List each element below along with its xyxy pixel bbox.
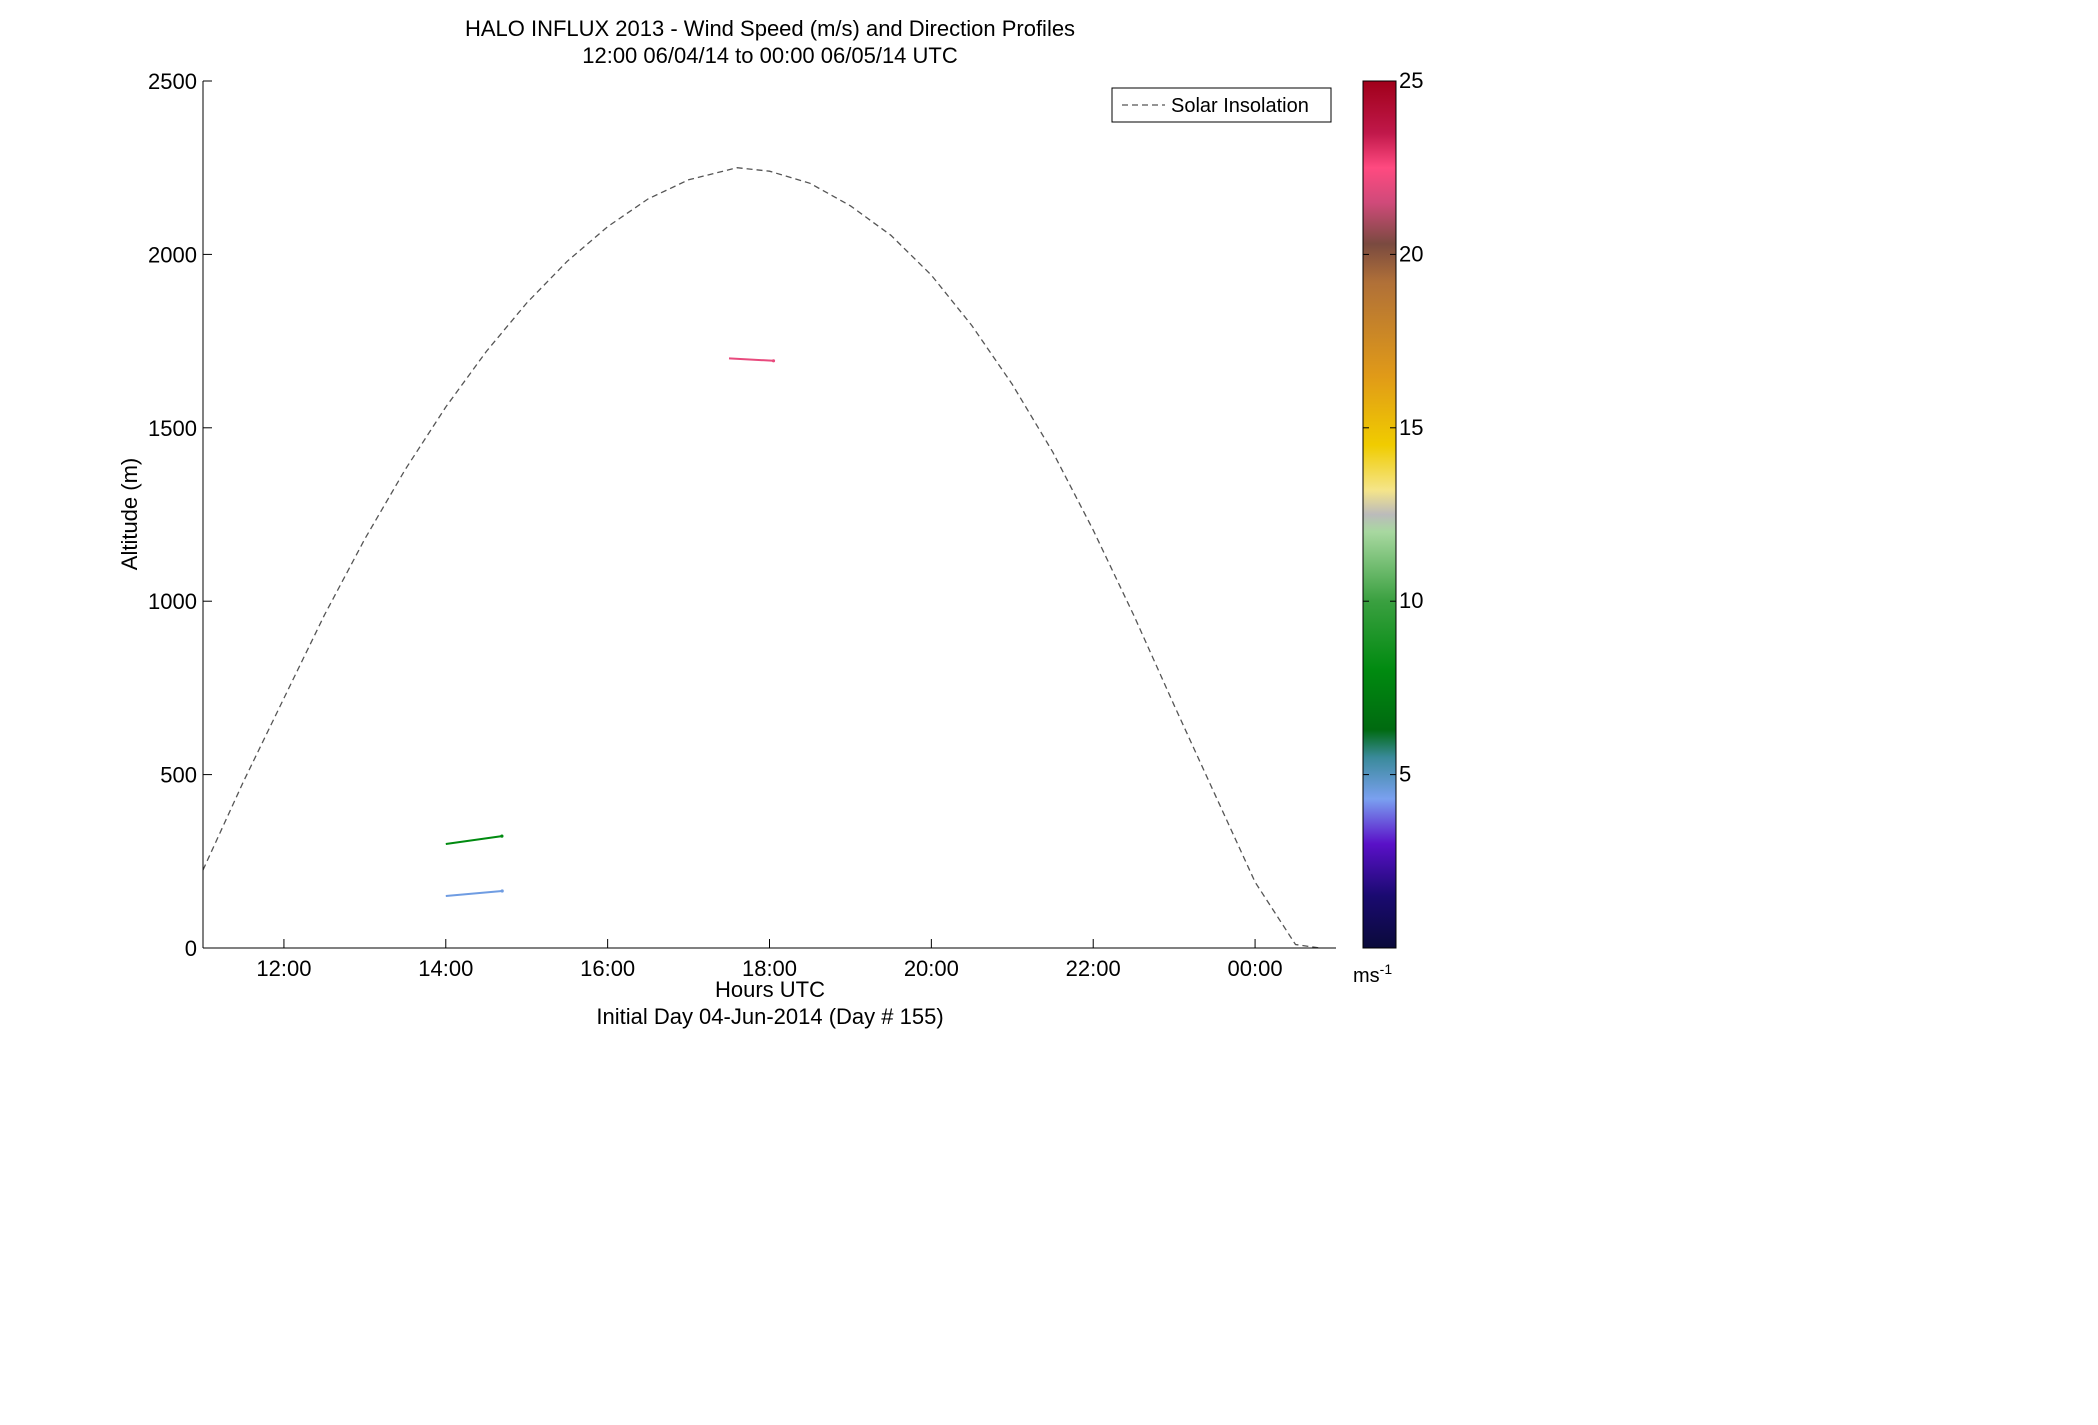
x-tick-label: 22:00 [1066, 956, 1121, 981]
plot-area [202, 81, 1336, 949]
colorbar: 5 10 15 20 25 ms-1 [1353, 68, 1423, 987]
chart-title: HALO INFLUX 2013 - Wind Speed (m/s) and … [465, 16, 1075, 41]
x-axis-ticks: 12:00 14:00 16:00 18:00 20:00 22:00 00:00 [256, 939, 1283, 981]
colorbar-tick-label: 20 [1399, 241, 1423, 266]
y-tick-label: 1500 [148, 416, 197, 441]
x-tick-label: 16:00 [580, 956, 635, 981]
wind-barbs-layer [445, 357, 776, 897]
colorbar-tick-label: 15 [1399, 415, 1423, 440]
wind-barb-tip [771, 359, 776, 363]
wind-barb [445, 890, 503, 897]
y-tick-label: 2500 [148, 69, 197, 94]
legend-label-solar-insolation: Solar Insolation [1171, 95, 1309, 117]
legend-box [1111, 87, 1332, 123]
y-tick-label: 500 [160, 763, 197, 788]
chart-subtitle: 12:00 06/04/14 to 00:00 06/05/14 UTC [582, 43, 958, 68]
x-tick-label: 14:00 [418, 956, 473, 981]
colorbar-ticks: 5 10 15 20 25 [1363, 68, 1423, 787]
wind-barb [445, 835, 503, 845]
x-tick-label: 20:00 [904, 956, 959, 981]
colorbar-tick-label: 25 [1399, 68, 1423, 93]
y-tick-label: 0 [185, 936, 197, 961]
y-axis-ticks: 0 500 1000 1500 2000 2500 [148, 69, 212, 961]
colorbar-unit-base: ms [1353, 965, 1380, 987]
x-axis-label: Hours UTC [715, 977, 825, 1002]
legend: Solar Insolation [1111, 87, 1332, 123]
y-tick-label: 2000 [148, 242, 197, 267]
x-tick-label: 18:00 [742, 956, 797, 981]
solar-insolation-line [202, 167, 1320, 949]
y-tick-label: 1000 [148, 589, 197, 614]
plot-frame [203, 81, 1336, 948]
y-axis-label: Altitude (m) [117, 458, 142, 570]
x-tick-label: 00:00 [1228, 956, 1283, 981]
colorbar-gradient [1362, 80, 1397, 949]
colorbar-tick-label: 10 [1399, 588, 1423, 613]
wind-barb [728, 357, 774, 362]
wind-barb-tip [500, 889, 504, 893]
colorbar-tick-label: 5 [1399, 762, 1411, 787]
colorbar-unit-label: ms-1 [1353, 961, 1392, 987]
wind-barb-tip [500, 834, 504, 838]
x-axis-sublabel: Initial Day 04-Jun-2014 (Day # 155) [596, 1004, 943, 1029]
x-tick-label: 12:00 [256, 956, 311, 981]
colorbar-unit-exponent: -1 [1380, 961, 1393, 977]
